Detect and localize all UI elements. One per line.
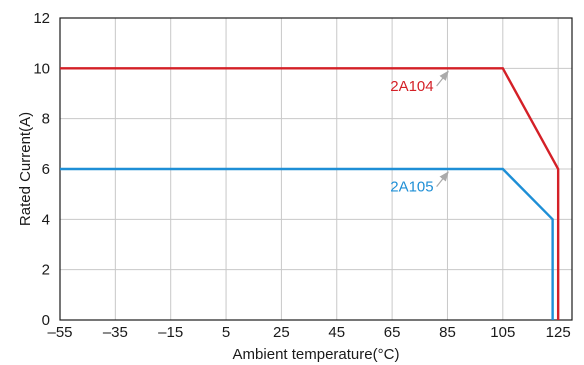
y-tick-label: 2 xyxy=(42,262,50,279)
x-tick-label: –55 xyxy=(47,324,72,341)
x-tick-label: 5 xyxy=(222,324,230,341)
x-axis-label: Ambient temperature(°C) xyxy=(233,346,400,363)
x-tick-label: 105 xyxy=(490,324,515,341)
x-tick-label: 85 xyxy=(439,324,456,341)
y-tick-label: 10 xyxy=(33,60,50,77)
label-leader-arrow xyxy=(436,70,449,87)
y-tick-label: 12 xyxy=(33,10,50,27)
series-line xyxy=(60,167,554,320)
x-tick-label: –15 xyxy=(158,324,183,341)
x-tick-label: 25 xyxy=(273,324,290,341)
y-tick-label: 4 xyxy=(42,211,50,228)
y-axis-label: Rated Current(A) xyxy=(17,112,34,226)
series-label: 2A105 xyxy=(390,179,433,196)
y-tick-label: 0 xyxy=(42,312,50,329)
x-tick-label: 65 xyxy=(384,324,401,341)
series-label: 2A104 xyxy=(390,78,433,95)
series-layer: 2A104 2A105 xyxy=(60,67,560,320)
x-tick-label: 45 xyxy=(328,324,345,341)
x-axis-ticks: –55 –35 –15 5 25 45 65 85 105 125 xyxy=(47,324,570,341)
x-tick-label: –35 xyxy=(103,324,128,341)
y-tick-label: 6 xyxy=(42,161,50,178)
label-leader-arrow xyxy=(436,171,449,188)
series-line xyxy=(60,67,560,320)
y-tick-label: 8 xyxy=(42,111,50,128)
y-axis-ticks: 0 2 4 6 8 10 12 xyxy=(33,10,50,329)
x-tick-label: 125 xyxy=(546,324,571,341)
